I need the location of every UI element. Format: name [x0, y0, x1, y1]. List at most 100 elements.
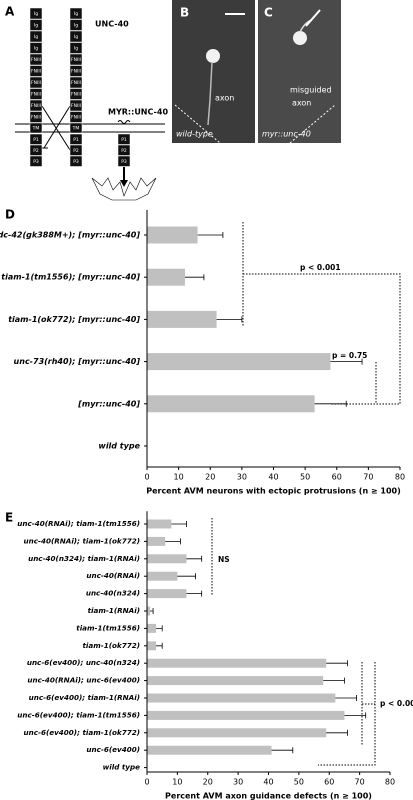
category-label: unc-6(ev400); tiam-1(ok772): [23, 728, 140, 737]
bar: [147, 226, 198, 244]
x-tick-label: 40: [268, 473, 278, 482]
domain: [117, 144, 131, 156]
error-bar: [165, 538, 181, 545]
error-bar: [156, 642, 163, 649]
domain-label: TM: [32, 126, 40, 132]
domain: [69, 76, 83, 89]
bar: [147, 710, 345, 720]
domain: [29, 111, 43, 123]
error-bar: [184, 274, 205, 281]
category-label: unc-6(ev400); tiam-1(tm1556): [17, 710, 140, 719]
x-tick-label: 30: [233, 778, 243, 787]
domain-label: TM: [72, 126, 80, 132]
category-label: unc-6(ev400); tiam-1(RNAi): [29, 693, 140, 702]
domain: [29, 144, 43, 156]
x-axis-label: Percent AVM neurons with ectopic protrus…: [146, 487, 401, 496]
category-label: tiam-1(tm1556); [myr::unc-40]: [1, 273, 140, 282]
domain-label: P2: [121, 148, 127, 154]
panel-c: C misguided axon myr::unc-40: [258, 0, 341, 144]
domain: [29, 155, 43, 167]
error-bar: [271, 747, 294, 754]
category-label: unc-40(RNAi); tiam-1(tm1556): [17, 519, 140, 528]
domain-label: P1: [33, 137, 39, 143]
domain: [29, 65, 43, 77]
bar: [147, 310, 217, 328]
panel-label: B: [180, 6, 189, 20]
domain: [69, 155, 83, 167]
domain-label: Ig: [74, 11, 78, 17]
domain-label: FNIII: [31, 69, 41, 75]
error-bar: [326, 660, 348, 667]
x-tick-label: 20: [203, 778, 213, 787]
category-label: cdc-42(gk388M+); [myr::unc-40]: [0, 231, 140, 240]
domain-label: FNIII: [71, 115, 81, 121]
protein-title: UNC-40: [95, 20, 129, 29]
annotation: misguided: [290, 86, 332, 95]
domain-label: P1: [73, 137, 79, 143]
category-label: wild type: [98, 442, 140, 451]
domain: [69, 111, 83, 123]
x-tick-label: 20: [205, 473, 215, 482]
domain: [69, 99, 83, 112]
domain-label: Ig: [74, 23, 78, 29]
x-tick-label: 80: [385, 778, 395, 787]
error-bar: [344, 712, 367, 719]
annotation: p < 0.001: [380, 699, 413, 708]
domain: [69, 122, 83, 134]
panel-label: E: [5, 511, 13, 525]
x-tick-label: 30: [237, 473, 247, 482]
bar: [147, 353, 331, 371]
domain-label: P3: [121, 159, 127, 165]
category-label: unc-40(RNAi): [86, 571, 140, 580]
error-bar: [330, 358, 363, 365]
arrow: [305, 9, 321, 27]
bar: [147, 571, 178, 581]
axon: [207, 61, 213, 126]
panel-b: B axon wild-type: [172, 0, 255, 144]
category-label: unc-40(RNAi); tiam-1(ok772): [23, 536, 140, 545]
bar: [147, 554, 187, 564]
panel-label: C: [264, 6, 273, 20]
domain: [29, 122, 43, 134]
x-tick-label: 80: [395, 473, 405, 482]
domain-label: Ig: [34, 34, 38, 40]
domain-label: P3: [33, 159, 39, 165]
domain-label: FNIII: [71, 69, 81, 75]
domain-label: FNIII: [71, 80, 81, 86]
bar: [147, 519, 172, 529]
bar: [147, 395, 315, 413]
x-axis-label: Percent AVM axon guidance defects (n ≥ 1…: [165, 792, 372, 800]
ventral-line: [289, 104, 336, 144]
domain-label: P1: [121, 137, 127, 143]
category-label: tiam-1(ok772): [82, 641, 140, 650]
domain: [69, 144, 83, 156]
domain-label: Ig: [74, 46, 78, 52]
domain: [29, 88, 43, 100]
bar: [147, 658, 327, 668]
bar: [147, 693, 336, 703]
panel-label: A: [5, 5, 15, 19]
domain: [117, 155, 131, 167]
category-label: tiam-1(tm1556): [76, 623, 140, 632]
cell-body: [206, 49, 220, 63]
category-label: [myr::unc-40]: [77, 399, 140, 408]
panel-a: A UNC-40 MYR::UNC-40 IgIgIgIgFNIIIFNIIIF…: [5, 5, 168, 201]
domain: [29, 30, 43, 43]
domain-label: FNIII: [71, 57, 81, 63]
bar: [147, 728, 327, 738]
bar: [147, 268, 185, 286]
error-bar: [326, 729, 348, 736]
x-tick-label: 50: [294, 778, 304, 787]
error-bar: [177, 573, 196, 580]
x-tick-label: 0: [144, 778, 149, 787]
interaction: [43, 105, 71, 149]
domain-label: Ig: [34, 11, 38, 17]
x-tick-label: 70: [355, 778, 365, 787]
bar: [147, 676, 324, 686]
category-label: unc-40(RNAi); unc-6(ev400): [27, 676, 140, 685]
signal-burst: [91, 177, 157, 201]
error-bar: [156, 625, 163, 632]
domain: [29, 76, 43, 89]
domain-label: Ig: [34, 46, 38, 52]
domain: [69, 7, 83, 20]
